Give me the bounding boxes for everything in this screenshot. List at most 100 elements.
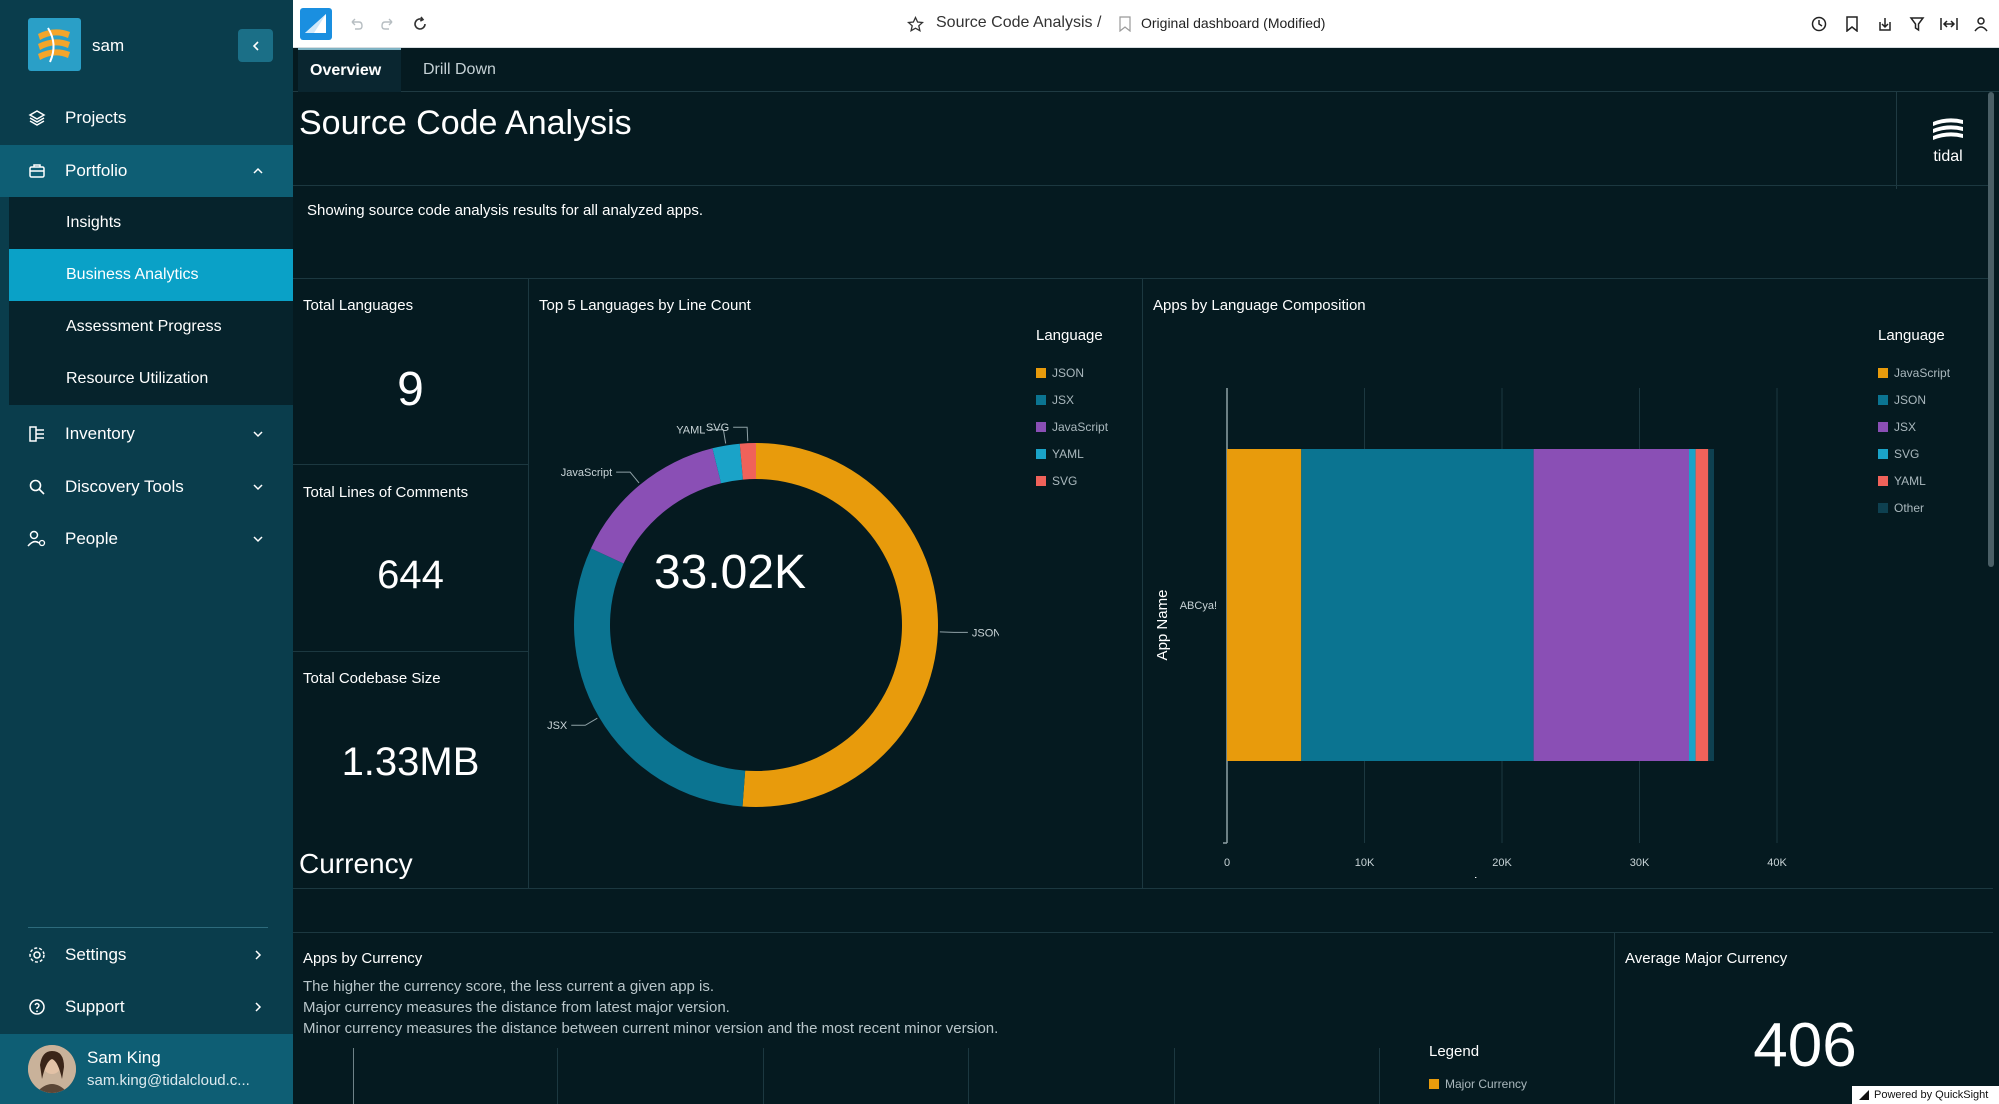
bookmark-icon[interactable]	[1842, 14, 1862, 34]
legend-swatch	[1036, 449, 1046, 459]
sidebar-item-label: Assessment Progress	[66, 318, 222, 335]
gear-icon	[27, 945, 47, 965]
donut-slice-jsx[interactable]	[573, 548, 746, 807]
nav-settings[interactable]: Settings	[0, 929, 293, 981]
chevron-down-icon	[251, 427, 265, 441]
bar-segment-jsx[interactable]	[1533, 449, 1689, 761]
donut-legend-item[interactable]: JavaScript	[1036, 420, 1108, 434]
bar-segment-svg[interactable]	[1689, 449, 1696, 761]
analysis-breadcrumb[interactable]: Source Code Analysis /	[936, 14, 1102, 31]
clock-icon[interactable]	[1809, 14, 1829, 34]
donut-legend-item[interactable]: JSON	[1036, 366, 1084, 380]
bar-legend-item[interactable]: JavaScript	[1878, 366, 1950, 380]
bar-segment-javascript[interactable]	[1227, 449, 1302, 761]
donut-slice-json[interactable]	[742, 443, 938, 807]
divider	[293, 651, 528, 652]
divider	[293, 278, 1993, 279]
currency-legend-title: Legend	[1429, 1043, 1480, 1060]
bar-legend-title: Language	[1878, 327, 1945, 344]
badge-text: Powered by QuickSight	[1874, 1089, 1989, 1101]
avg-major-currency-title: Average Major Currency	[1625, 950, 1788, 967]
donut-chart[interactable]: JSON JSX JavaScript YAML SVG	[529, 328, 999, 848]
dashboard-name[interactable]: Original dashboard (Modified)	[1141, 15, 1326, 31]
user-icon[interactable]	[1971, 14, 1991, 34]
donut-slice-javascript[interactable]	[590, 448, 722, 564]
quicksight-logo[interactable]	[300, 8, 332, 40]
nav-people[interactable]: People	[0, 513, 293, 565]
scrollbar[interactable]	[1988, 92, 1994, 567]
legend-swatch	[1036, 395, 1046, 405]
legend-label: JSON	[1894, 393, 1927, 407]
user-profile[interactable]: Sam King sam.king@tidalcloud.c...	[0, 1034, 293, 1104]
donut-legend-item[interactable]: SVG	[1036, 474, 1077, 488]
stacked-bar-chart[interactable]: 0 10K 20K 30K 40K ABCya! Line Count App Name	[1143, 328, 1863, 878]
reset-icon[interactable]	[410, 14, 430, 34]
currency-note-1: The higher the currency score, the less …	[303, 978, 715, 995]
donut-slice-yaml[interactable]	[712, 443, 743, 484]
currency-note-2: Major currency measures the distance fro…	[303, 999, 730, 1016]
chevron-up-icon	[251, 164, 265, 178]
divider	[293, 888, 1993, 889]
gridline	[1379, 1048, 1380, 1104]
download-icon[interactable]	[1875, 14, 1895, 34]
bar-y-axis-title: App Name	[1154, 590, 1171, 661]
tab-drill-down[interactable]: Drill Down	[423, 61, 496, 78]
org-username: sam	[92, 36, 125, 55]
filter-icon[interactable]	[1907, 14, 1927, 34]
chevron-left-icon	[252, 40, 259, 51]
legend-swatch	[1878, 503, 1888, 513]
sidebar-item-resource-utilization[interactable]: Resource Utilization	[9, 353, 293, 405]
bar-segment-json[interactable]	[1301, 449, 1534, 761]
sidebar-item-insights[interactable]: Insights	[9, 197, 293, 249]
legend-swatch	[1878, 422, 1888, 432]
undo-icon[interactable]	[346, 14, 366, 34]
legend-label: Other	[1894, 501, 1925, 515]
bar-x-tick-label: 10K	[1355, 857, 1375, 869]
layers-icon	[27, 108, 47, 128]
nav-people-label: People	[65, 529, 118, 548]
nav-projects-label: Projects	[65, 108, 127, 127]
tab-overview[interactable]: Overview	[298, 48, 401, 92]
gridline	[968, 1048, 969, 1104]
bar-legend-item[interactable]: JSON	[1878, 393, 1926, 407]
bar-segment-other[interactable]	[1708, 449, 1715, 761]
donut-slice-svg[interactable]	[739, 443, 756, 480]
kpi-total-comments-title: Total Lines of Comments	[303, 484, 469, 501]
divider	[293, 932, 1993, 933]
bar-legend-item[interactable]: SVG	[1878, 447, 1919, 461]
search-icon	[27, 477, 47, 497]
divider	[528, 278, 529, 888]
tidal-logo-icon	[1933, 117, 1963, 140]
sidebar-item-assessment-progress[interactable]: Assessment Progress	[9, 301, 293, 353]
star-icon[interactable]	[905, 14, 925, 34]
nav-projects[interactable]: Projects	[0, 92, 293, 144]
legend-label: YAML	[1894, 474, 1926, 488]
sidebar-item-business-analytics[interactable]: Business Analytics	[9, 249, 293, 301]
nav-support[interactable]: Support	[0, 981, 293, 1033]
nav-inventory[interactable]: Inventory	[0, 408, 293, 460]
quicksight-mini-icon	[1859, 1090, 1869, 1100]
collapse-sidebar-button[interactable]	[238, 29, 273, 62]
donut-legend-item[interactable]: JSX	[1036, 393, 1074, 407]
org-logo[interactable]	[28, 18, 81, 71]
help-circle-icon	[27, 997, 47, 1017]
redo-icon[interactable]	[378, 14, 398, 34]
donut-legend-item[interactable]: YAML	[1036, 447, 1084, 461]
bar-legend-item[interactable]: Other	[1878, 501, 1924, 515]
bar-legend-item[interactable]: JSX	[1878, 420, 1916, 434]
bar-segment-yaml[interactable]	[1695, 449, 1709, 761]
donut-leader-line	[733, 426, 749, 442]
nav-support-label: Support	[65, 997, 125, 1016]
donut-leader-line	[616, 471, 640, 484]
donut-center-value: 33.02K	[653, 546, 807, 599]
sheet-tabs: Overview Drill Down	[293, 48, 1999, 92]
dashboard-canvas: Overview Drill Down Source Code Analysis…	[293, 48, 1999, 1104]
bar-legend-item[interactable]: YAML	[1878, 474, 1926, 488]
bar-category-label: ABCya!	[1180, 600, 1217, 612]
nav-discovery-tools[interactable]: Discovery Tools	[0, 461, 293, 513]
divider	[1142, 278, 1143, 888]
fit-width-icon[interactable]	[1939, 14, 1959, 34]
gridline	[557, 1048, 558, 1104]
quicksight-toolbar: Source Code Analysis / Original dashboar…	[293, 0, 1999, 48]
nav-portfolio[interactable]: Portfolio	[0, 145, 293, 197]
